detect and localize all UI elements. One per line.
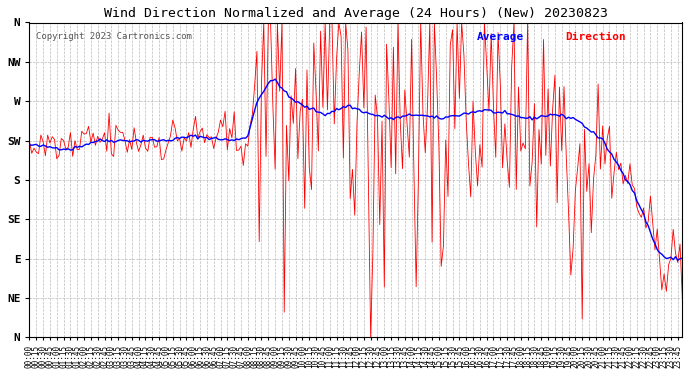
- Title: Wind Direction Normalized and Average (24 Hours) (New) 20230823: Wind Direction Normalized and Average (2…: [104, 7, 608, 20]
- Text: Direction: Direction: [565, 32, 626, 42]
- Text: Copyright 2023 Cartronics.com: Copyright 2023 Cartronics.com: [36, 32, 192, 41]
- Text: Average: Average: [477, 32, 524, 42]
